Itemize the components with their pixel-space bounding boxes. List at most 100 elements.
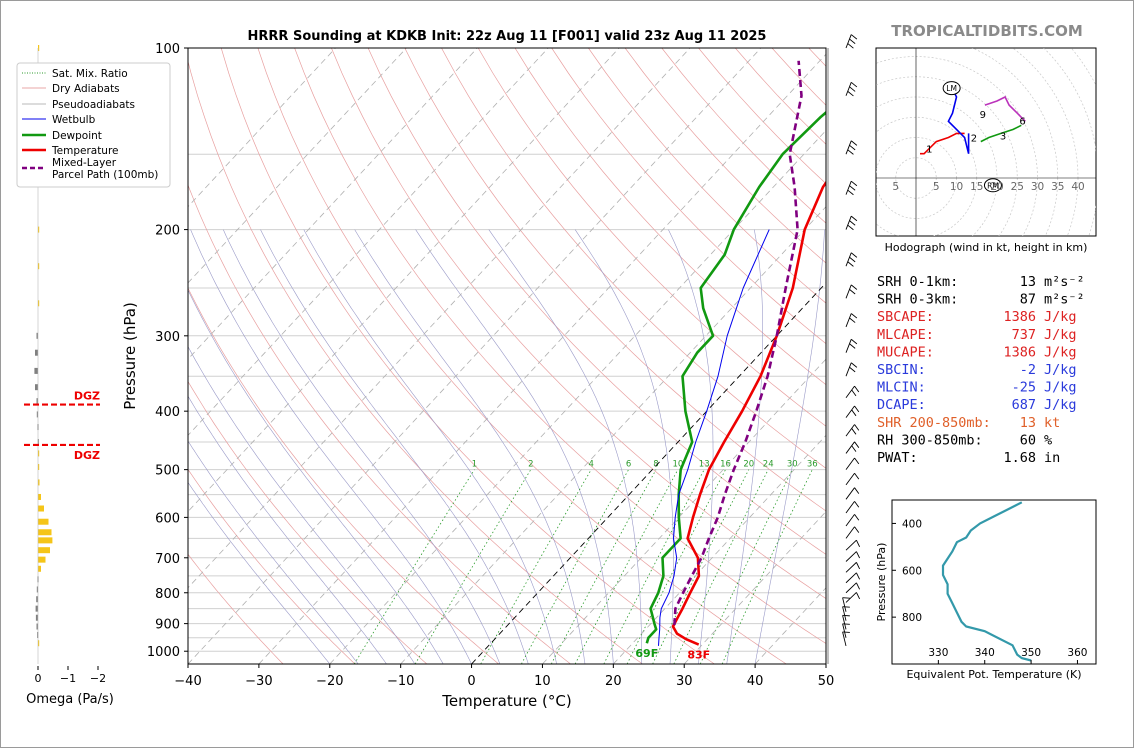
stat-value: 60: [1020, 432, 1036, 448]
hodograph-tick-label: 5: [892, 181, 899, 193]
wind-barb-flag: [849, 289, 856, 295]
hodograph-tick-label: 5: [933, 181, 940, 193]
wind-barb-flag: [854, 473, 860, 480]
theta-e-x-tick-label: 350: [1021, 647, 1041, 659]
stat-label: MLCIN:: [877, 380, 926, 396]
omega-x-label: Omega (Pa/s): [26, 692, 114, 707]
wind-barb-flag: [856, 592, 861, 600]
x-tick-label: 50: [818, 674, 835, 689]
hodograph-segment-3-6km: [980, 124, 1022, 143]
wind-barb-flag: [851, 409, 857, 417]
stat-label: SRH 0-3km:: [877, 292, 958, 308]
wind-barb-flag: [856, 582, 861, 590]
omega-bar: [37, 632, 39, 639]
skewt-x-label: Temperature (°C): [441, 692, 571, 710]
y-tick-label: 1000: [147, 645, 180, 660]
dry-adiabat-line: [188, 553, 284, 664]
mixing-ratio-label: 6: [626, 460, 631, 470]
wind-barb-flag: [851, 389, 857, 397]
hodograph-height-label: 2: [971, 134, 977, 145]
pseudoadiabat-line: [188, 345, 416, 664]
wind-barb-flag: [850, 215, 858, 222]
x-tick-label: −20: [316, 674, 343, 689]
storm-motion-label: LM: [946, 84, 957, 93]
theta-e-x-tick-label: 340: [975, 647, 995, 659]
mixing-ratio-line: [673, 469, 769, 664]
hodograph-height-label: 9: [980, 110, 986, 121]
wind-barb: [845, 81, 858, 97]
wind-barb: [845, 539, 861, 551]
theta-e-x-tick-label: 360: [1067, 647, 1087, 659]
chart-title: HRRR Sounding at KDKB Init: 22z Aug 11 […: [248, 29, 767, 44]
omega-tick-label: −2: [90, 672, 106, 685]
wind-barb-flag: [850, 313, 858, 319]
mixing-ratio-label: 8: [653, 460, 658, 470]
stat-unit: J/kg: [1044, 327, 1077, 343]
wind-barb-flag: [856, 551, 861, 559]
legend-label: Mixed-Layer Parcel Path (100mb): [52, 157, 158, 181]
omega-bar: [36, 623, 38, 630]
mixing-ratio-label: 36: [807, 460, 818, 470]
stat-unit: J/kg: [1044, 380, 1077, 396]
wind-barb-flag: [854, 441, 860, 448]
wind-barb-shaft: [845, 551, 857, 562]
wind-barb: [845, 514, 860, 527]
wind-barb: [842, 623, 850, 638]
wind-barb-shaft: [842, 623, 847, 638]
wind-barb-shaft: [845, 34, 852, 49]
wind-barb-shaft: [845, 562, 857, 573]
wind-barb-shaft: [845, 441, 855, 454]
y-tick-label: 300: [155, 330, 180, 345]
stat-unit: J/kg: [1044, 344, 1077, 360]
stats-table: SRH 0-1km: 13 m²s⁻² SRH 0-3km: 87 m²s⁻² SBCAPE…: [877, 274, 1085, 466]
stat-label: MLCAPE:: [877, 327, 934, 343]
wind-barb-flag: [856, 540, 861, 547]
dgz-label: DGZ: [74, 390, 100, 403]
isotherm-line: [188, 48, 478, 360]
legend-label: Dry Adiabats: [52, 83, 120, 95]
omega-bar: [38, 556, 46, 563]
mixing-ratio-line: [414, 469, 532, 664]
stat-unit: J/kg: [1044, 309, 1077, 325]
dry-adiabat-line: [188, 184, 571, 664]
wind-barb-shaft: [845, 526, 855, 539]
wind-barb-flag: [842, 606, 850, 608]
omega-bar: [38, 263, 40, 270]
wind-barb: [845, 501, 860, 514]
pseudoadiabat-line: [223, 229, 501, 664]
theta-e-y-tick-label: 400: [902, 518, 922, 530]
wind-barbs: [827, 34, 861, 664]
stat-unit: in: [1044, 450, 1060, 466]
wind-barb-flag: [854, 424, 860, 431]
surface-dewpoint-label: 69F: [635, 647, 658, 660]
isotherm-line: [329, 129, 826, 664]
x-tick-label: 30: [676, 674, 693, 689]
wind-barb-shaft: [845, 405, 855, 418]
dry-adiabat-line: [514, 48, 826, 386]
wind-barb-flag: [850, 34, 858, 40]
omega-bar: [38, 479, 40, 486]
y-tick-label: 200: [155, 224, 180, 239]
legend-box: [16, 62, 171, 188]
wind-barb-flag: [854, 514, 860, 521]
wind-barb-shaft: [845, 592, 857, 603]
wind-barb: [845, 140, 858, 155]
wind-barb-flag: [847, 90, 854, 97]
wind-barb-flag: [856, 572, 861, 580]
omega-bar: [37, 439, 39, 446]
wind-barb-shaft: [845, 284, 852, 299]
hodograph-tick-label: 20: [990, 181, 1003, 193]
wind-barb: [845, 362, 858, 377]
wind-barb: [842, 597, 850, 612]
wind-barb-shaft: [845, 362, 852, 377]
theta-e-y-tick-label: 600: [902, 565, 922, 577]
pseudoadiabat-line: [188, 481, 331, 664]
skewt-y-label: Pressure (hPa): [121, 302, 139, 410]
stat-value: 1386: [1003, 309, 1036, 325]
dry-adiabat-line: [188, 60, 643, 664]
stat-label: SBCIN:: [877, 362, 926, 378]
wind-barb-flag: [849, 343, 856, 349]
stat-label: SHR 200-850mb:: [877, 415, 991, 431]
wind-barb-shaft: [845, 339, 852, 353]
mixing-ratio-line: [721, 469, 813, 664]
